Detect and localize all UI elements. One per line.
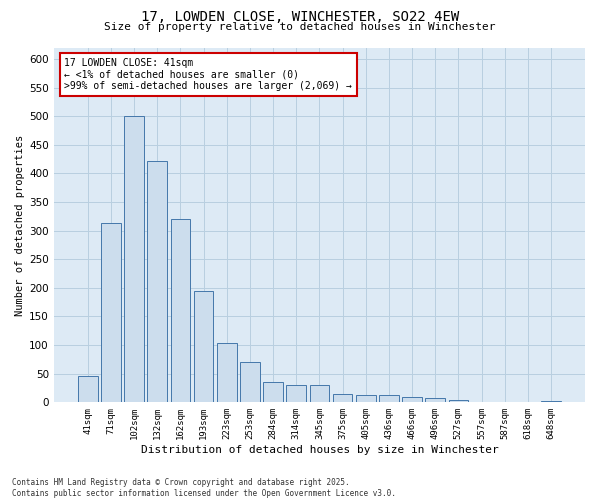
Bar [148, 161, 167, 402]
Text: 17, LOWDEN CLOSE, WINCHESTER, SO22 4EW: 17, LOWDEN CLOSE, WINCHESTER, SO22 4EW [141, 10, 459, 24]
Bar [240, 362, 260, 403]
Bar [194, 290, 214, 403]
X-axis label: Distribution of detached houses by size in Winchester: Distribution of detached houses by size … [140, 445, 498, 455]
Bar [124, 116, 144, 403]
Bar [101, 223, 121, 402]
Text: Contains HM Land Registry data © Crown copyright and database right 2025.
Contai: Contains HM Land Registry data © Crown c… [12, 478, 396, 498]
Bar [217, 343, 236, 402]
Bar [286, 384, 306, 402]
Text: 17 LOWDEN CLOSE: 41sqm
← <1% of detached houses are smaller (0)
>99% of semi-det: 17 LOWDEN CLOSE: 41sqm ← <1% of detached… [64, 58, 352, 92]
Bar [356, 395, 376, 402]
Bar [170, 219, 190, 402]
Bar [263, 382, 283, 402]
Y-axis label: Number of detached properties: Number of detached properties [15, 134, 25, 316]
Text: Size of property relative to detached houses in Winchester: Size of property relative to detached ho… [104, 22, 496, 32]
Bar [402, 396, 422, 402]
Bar [449, 400, 468, 402]
Bar [425, 398, 445, 402]
Bar [78, 376, 98, 402]
Bar [541, 401, 561, 402]
Bar [379, 396, 399, 402]
Bar [333, 394, 352, 402]
Bar [310, 384, 329, 402]
